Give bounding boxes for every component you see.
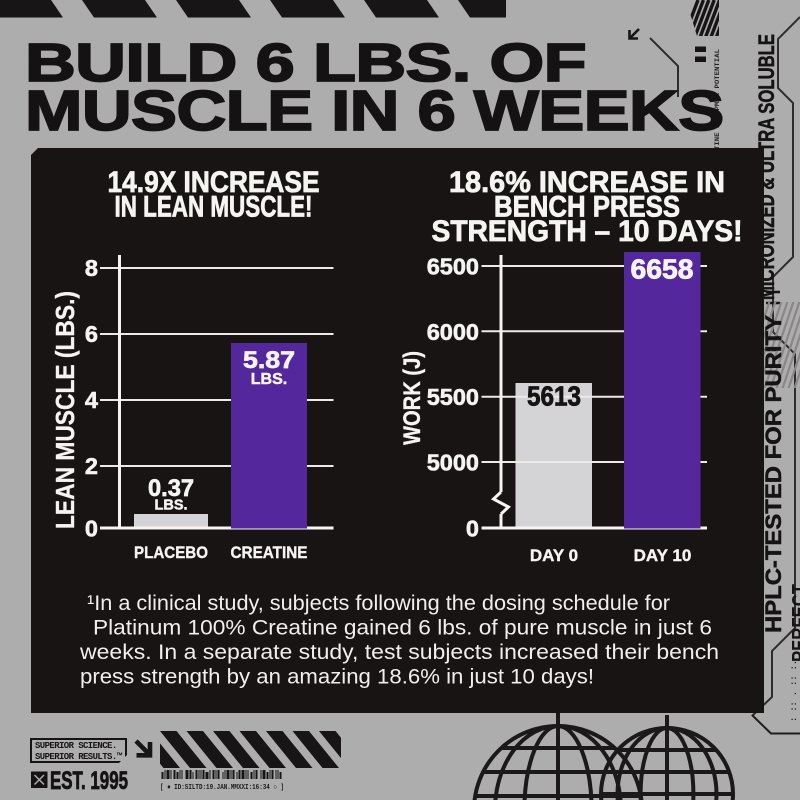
svg-text:PERFECT: PERFECT [789, 584, 800, 662]
svg-text:5.87: 5.87 [243, 347, 295, 374]
svg-text:DAY 0: DAY 0 [530, 546, 578, 565]
svg-text:0: 0 [466, 516, 479, 542]
svg-text:LBS.: LBS. [251, 371, 287, 388]
svg-text:LBS.: LBS. [154, 498, 187, 514]
svg-text:2: 2 [85, 453, 98, 479]
svg-text:BENCH PRESS: BENCH PRESS [494, 191, 680, 224]
svg-text:4: 4 [85, 387, 98, 413]
svg-text:press strength by an amazing 1: press strength by an amazing 18.6% in ju… [80, 666, 594, 689]
svg-text:6500: 6500 [427, 254, 479, 280]
svg-text:[ ● ID:SILTD:19.JAN.MMXXI:16:3: [ ● ID:SILTD:19.JAN.MMXXI:16:34 ○ ] [160, 784, 284, 792]
svg-text:8: 8 [85, 255, 98, 281]
svg-text:18.6% INCREASE IN: 18.6% INCREASE IN [449, 166, 725, 199]
svg-text:DAY 10: DAY 10 [634, 546, 692, 565]
svg-text:IN LEAN MUSCLE!: IN LEAN MUSCLE! [115, 191, 313, 224]
svg-text:5613: 5613 [527, 381, 581, 412]
svg-text:5500: 5500 [427, 384, 479, 410]
svg-text:0.37: 0.37 [148, 475, 194, 502]
svg-text:Platinum 100% Creatine gained: Platinum 100% Creatine gained 6 lbs. of … [93, 617, 712, 640]
svg-text:0: 0 [85, 516, 98, 542]
svg-text:EST. 1995: EST. 1995 [50, 767, 128, 795]
svg-text:CREATINE: CREATINE [231, 543, 308, 562]
svg-text:5000: 5000 [427, 450, 479, 476]
svg-text:6: 6 [85, 321, 98, 347]
svg-text:PLACEBO: PLACEBO [134, 543, 208, 562]
svg-text:6658: 6658 [631, 254, 694, 285]
svg-text:¹In a clinical study, subjects: ¹In a clinical study, subjects following… [87, 592, 670, 615]
svg-text:: :: . :: :.: : :: . :: :. [790, 660, 799, 722]
svg-text:WORK (J): WORK (J) [399, 351, 426, 445]
svg-text:14.9X INCREASE: 14.9X INCREASE [108, 166, 320, 199]
svg-text:6000: 6000 [427, 319, 479, 345]
svg-text:LEAN MUSCLE (LBS.): LEAN MUSCLE (LBS.) [50, 291, 80, 529]
svg-text:weeks. In a separate study, te: weeks. In a separate study, test subject… [79, 641, 719, 664]
svg-text:HPLC-TESTED FOR PURITY: HPLC-TESTED FOR PURITY [761, 315, 786, 633]
svg-text:STRENGTH – 10 DAYS!: STRENGTH – 10 DAYS! [432, 215, 743, 248]
